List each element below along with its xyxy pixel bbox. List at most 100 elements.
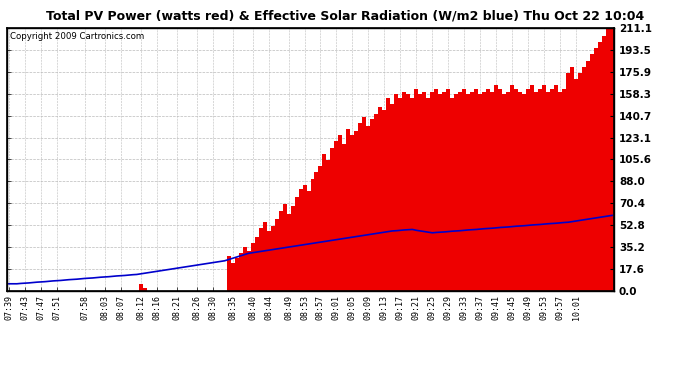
Bar bbox=[486, 89, 491, 291]
Bar bbox=[442, 92, 446, 291]
Bar bbox=[346, 129, 351, 291]
Bar bbox=[279, 211, 282, 291]
Bar bbox=[246, 251, 250, 291]
Bar bbox=[578, 73, 582, 291]
Bar bbox=[506, 92, 510, 291]
Bar bbox=[335, 141, 339, 291]
Bar bbox=[331, 148, 335, 291]
Bar bbox=[406, 94, 411, 291]
Bar bbox=[282, 204, 286, 291]
Bar bbox=[482, 92, 486, 291]
Bar bbox=[594, 48, 598, 291]
Bar bbox=[411, 98, 415, 291]
Bar bbox=[478, 94, 482, 291]
Bar bbox=[342, 144, 346, 291]
Bar bbox=[550, 89, 554, 291]
Bar bbox=[295, 197, 299, 291]
Bar bbox=[451, 98, 454, 291]
Bar bbox=[250, 243, 255, 291]
Bar bbox=[426, 98, 431, 291]
Bar bbox=[351, 135, 355, 291]
Bar bbox=[462, 89, 466, 291]
Bar bbox=[339, 135, 342, 291]
Bar bbox=[534, 92, 538, 291]
Bar bbox=[398, 98, 402, 291]
Bar bbox=[431, 92, 434, 291]
Bar bbox=[371, 119, 375, 291]
Bar bbox=[466, 94, 471, 291]
Bar bbox=[266, 231, 270, 291]
Bar bbox=[259, 228, 263, 291]
Bar bbox=[582, 67, 586, 291]
Bar bbox=[255, 237, 259, 291]
Bar bbox=[382, 110, 386, 291]
Bar bbox=[566, 73, 570, 291]
Bar bbox=[518, 92, 522, 291]
Bar bbox=[326, 160, 331, 291]
Bar bbox=[319, 166, 322, 291]
Bar bbox=[491, 92, 494, 291]
Bar bbox=[514, 89, 518, 291]
Bar bbox=[315, 172, 319, 291]
Bar bbox=[143, 288, 147, 291]
Bar bbox=[526, 89, 530, 291]
Bar bbox=[226, 256, 230, 291]
Bar bbox=[538, 89, 542, 291]
Bar bbox=[554, 86, 558, 291]
Bar bbox=[542, 86, 546, 291]
Bar bbox=[378, 106, 382, 291]
Bar bbox=[562, 89, 566, 291]
Bar bbox=[494, 86, 498, 291]
Bar bbox=[530, 86, 534, 291]
Bar bbox=[522, 94, 526, 291]
Bar bbox=[235, 258, 239, 291]
Bar bbox=[434, 89, 438, 291]
Bar bbox=[418, 94, 422, 291]
Bar bbox=[322, 154, 326, 291]
Bar bbox=[602, 36, 606, 291]
Bar bbox=[275, 219, 279, 291]
Bar bbox=[586, 61, 590, 291]
Bar bbox=[286, 213, 290, 291]
Bar bbox=[422, 92, 426, 291]
Bar bbox=[474, 89, 478, 291]
Bar bbox=[502, 94, 506, 291]
Bar bbox=[290, 206, 295, 291]
Bar bbox=[239, 254, 243, 291]
Bar bbox=[590, 54, 594, 291]
Bar bbox=[270, 226, 275, 291]
Bar bbox=[558, 92, 562, 291]
Bar bbox=[299, 189, 302, 291]
Bar bbox=[302, 185, 306, 291]
Bar bbox=[415, 89, 418, 291]
Bar bbox=[598, 42, 602, 291]
Bar bbox=[458, 92, 462, 291]
Bar bbox=[366, 126, 371, 291]
Bar bbox=[395, 94, 398, 291]
Bar bbox=[263, 222, 266, 291]
Bar bbox=[362, 117, 366, 291]
Bar bbox=[386, 98, 391, 291]
Bar bbox=[306, 191, 310, 291]
Bar bbox=[243, 247, 246, 291]
Bar bbox=[498, 89, 502, 291]
Text: Copyright 2009 Cartronics.com: Copyright 2009 Cartronics.com bbox=[10, 32, 144, 41]
Bar bbox=[391, 104, 395, 291]
Bar bbox=[606, 30, 610, 291]
Bar bbox=[438, 94, 442, 291]
Bar bbox=[546, 92, 550, 291]
Bar bbox=[230, 263, 235, 291]
Bar bbox=[510, 86, 514, 291]
Bar bbox=[139, 284, 143, 291]
Bar bbox=[375, 114, 378, 291]
Bar bbox=[358, 123, 362, 291]
Bar bbox=[355, 132, 358, 291]
Bar bbox=[446, 89, 451, 291]
Bar bbox=[310, 179, 315, 291]
Bar bbox=[402, 92, 406, 291]
Bar bbox=[574, 79, 578, 291]
Bar bbox=[610, 28, 614, 291]
Text: Total PV Power (watts red) & Effective Solar Radiation (W/m2 blue) Thu Oct 22 10: Total PV Power (watts red) & Effective S… bbox=[46, 9, 644, 22]
Bar bbox=[471, 92, 474, 291]
Bar bbox=[570, 67, 574, 291]
